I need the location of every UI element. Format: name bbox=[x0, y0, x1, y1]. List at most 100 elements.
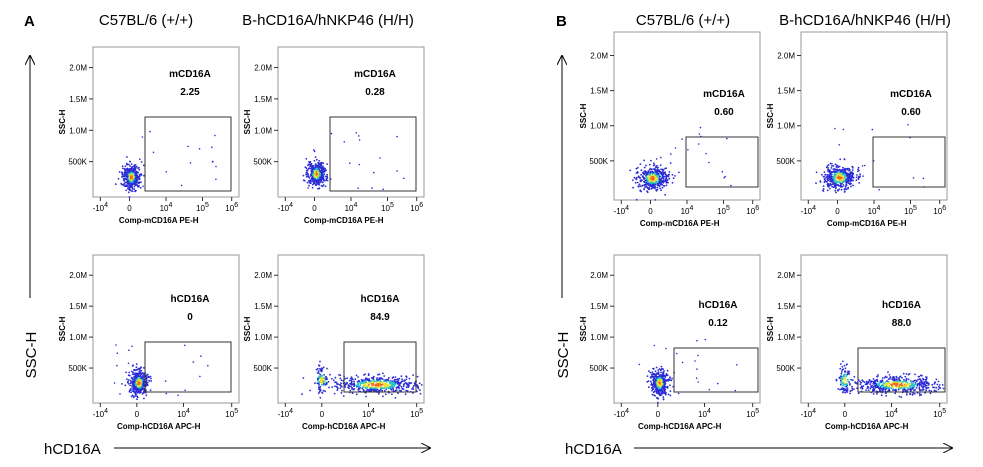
event-point bbox=[823, 180, 826, 183]
event-point bbox=[843, 168, 845, 171]
event-point bbox=[375, 384, 378, 387]
event-point bbox=[651, 371, 654, 374]
event-point bbox=[851, 171, 853, 174]
event-point bbox=[845, 179, 847, 182]
event-point bbox=[660, 394, 663, 396]
event-point bbox=[842, 368, 845, 371]
event-point bbox=[874, 381, 877, 384]
event-point bbox=[837, 175, 840, 178]
event-point bbox=[124, 169, 126, 172]
event-point bbox=[399, 389, 401, 392]
event-point bbox=[301, 393, 303, 396]
event-point bbox=[371, 187, 373, 189]
event-point bbox=[315, 164, 317, 167]
event-point bbox=[131, 386, 134, 388]
event-point bbox=[840, 175, 843, 177]
event-point bbox=[398, 377, 401, 380]
event-point bbox=[140, 161, 143, 163]
event-point bbox=[319, 163, 322, 166]
event-point bbox=[660, 379, 663, 381]
event-point bbox=[934, 381, 936, 384]
event-point bbox=[855, 176, 858, 179]
event-point bbox=[921, 380, 923, 383]
event-point bbox=[831, 165, 833, 167]
event-point bbox=[383, 380, 386, 382]
event-point bbox=[658, 170, 660, 173]
event-point bbox=[402, 388, 405, 391]
gate-name-label: hCD16A bbox=[882, 300, 921, 311]
event-point bbox=[321, 382, 324, 385]
event-point bbox=[876, 375, 878, 378]
event-point bbox=[405, 382, 407, 384]
event-point bbox=[901, 376, 903, 379]
event-point bbox=[842, 177, 845, 180]
data-points bbox=[302, 132, 405, 191]
event-point bbox=[324, 375, 327, 378]
event-point bbox=[139, 158, 141, 160]
event-point bbox=[652, 164, 655, 167]
event-point bbox=[843, 387, 845, 390]
event-point bbox=[650, 188, 653, 190]
event-point bbox=[827, 169, 830, 172]
event-point bbox=[129, 165, 131, 168]
plot-frame bbox=[613, 31, 761, 201]
event-point bbox=[633, 176, 636, 179]
event-point bbox=[420, 384, 423, 386]
event-point bbox=[836, 189, 839, 192]
event-point bbox=[320, 166, 323, 169]
event-point bbox=[310, 182, 312, 185]
event-point bbox=[135, 389, 138, 392]
event-point bbox=[123, 174, 126, 177]
event-point bbox=[385, 388, 388, 391]
event-point bbox=[646, 172, 648, 175]
event-point bbox=[869, 383, 872, 385]
event-point bbox=[653, 344, 656, 347]
event-point bbox=[657, 371, 660, 374]
event-point bbox=[665, 175, 668, 178]
event-point bbox=[136, 396, 139, 399]
y-tick-label: 2.0M bbox=[777, 51, 795, 60]
event-point bbox=[635, 172, 638, 175]
event-point bbox=[665, 373, 668, 375]
event-point bbox=[666, 379, 669, 382]
event-point bbox=[919, 378, 921, 381]
event-point bbox=[904, 382, 906, 384]
event-point bbox=[852, 179, 854, 182]
event-point bbox=[845, 375, 847, 378]
event-point bbox=[134, 384, 137, 387]
event-point bbox=[317, 378, 319, 381]
event-point bbox=[824, 177, 826, 180]
event-point bbox=[134, 169, 137, 171]
event-point bbox=[837, 173, 840, 176]
event-point bbox=[128, 196, 131, 198]
event-point bbox=[841, 377, 844, 380]
event-point bbox=[845, 188, 848, 191]
event-point bbox=[910, 384, 913, 387]
event-point bbox=[894, 392, 897, 395]
event-point bbox=[859, 173, 861, 176]
event-point bbox=[382, 188, 385, 191]
event-point bbox=[396, 135, 398, 138]
event-point bbox=[656, 397, 659, 400]
event-point bbox=[341, 389, 343, 392]
panel-a-letter: A bbox=[24, 13, 35, 30]
event-point bbox=[848, 169, 850, 172]
event-point bbox=[377, 389, 380, 392]
event-point bbox=[355, 374, 358, 377]
event-point bbox=[863, 381, 866, 384]
event-point bbox=[653, 381, 655, 384]
event-point bbox=[416, 375, 419, 378]
event-point bbox=[314, 156, 317, 159]
event-point bbox=[663, 175, 666, 178]
event-point bbox=[883, 382, 885, 385]
event-point bbox=[884, 392, 887, 395]
event-point bbox=[121, 383, 123, 385]
event-point bbox=[117, 177, 120, 180]
event-point bbox=[871, 384, 873, 387]
y-tick-label: 500K bbox=[776, 157, 795, 166]
panel-b-col-title-1: C57BL/6 (+/+) bbox=[636, 12, 730, 29]
event-point bbox=[815, 182, 817, 185]
event-point bbox=[661, 389, 664, 392]
event-point bbox=[891, 378, 893, 380]
